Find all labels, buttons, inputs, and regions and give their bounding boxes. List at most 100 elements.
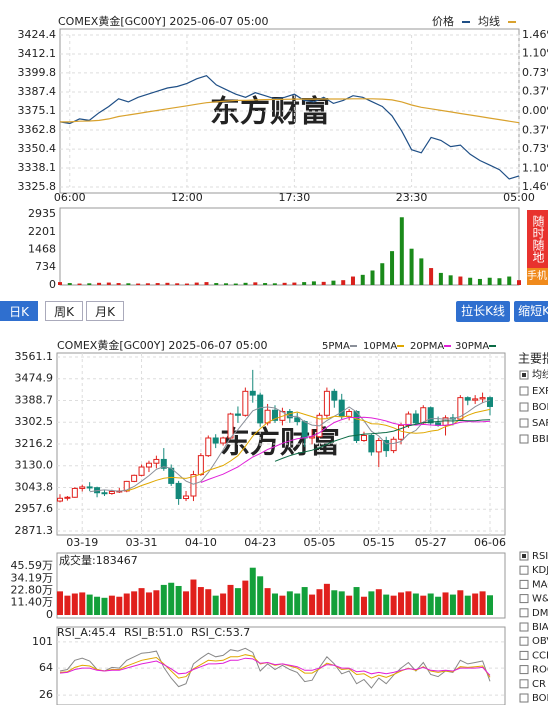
y-tick-label: 3561.1 bbox=[15, 350, 54, 363]
y2-tick-label: 1.10% bbox=[522, 161, 548, 174]
checkbox[interactable] bbox=[519, 402, 529, 412]
candle-body bbox=[242, 390, 249, 416]
candle-body bbox=[338, 399, 345, 418]
y-tick-label: 3350.4 bbox=[18, 142, 57, 155]
line bbox=[59, 75, 520, 180]
legend-label: 30PMA bbox=[455, 341, 489, 352]
line bbox=[126, 408, 491, 492]
bar bbox=[205, 589, 212, 615]
candle-body bbox=[294, 417, 301, 423]
checkbox[interactable] bbox=[519, 434, 529, 444]
y-tick-label: 3216.2 bbox=[15, 437, 54, 450]
bar bbox=[487, 595, 493, 615]
bar bbox=[71, 593, 78, 615]
candle-body bbox=[264, 409, 271, 424]
bar bbox=[507, 276, 512, 285]
y-tick-label: 3387.4 bbox=[18, 85, 57, 98]
bar bbox=[108, 595, 115, 615]
checkbox[interactable] bbox=[519, 622, 529, 632]
candle-body bbox=[79, 486, 86, 489]
bar bbox=[126, 283, 131, 285]
bar bbox=[409, 248, 414, 285]
phone-button[interactable]: 手机 bbox=[527, 268, 548, 285]
candle-body bbox=[323, 390, 330, 416]
candle-body bbox=[234, 413, 241, 416]
y-tick-label: 3424.4 bbox=[18, 28, 57, 41]
candle-body bbox=[383, 440, 390, 452]
bar bbox=[165, 282, 170, 285]
y-tick-label: 3388.7 bbox=[15, 393, 54, 406]
checkbox[interactable] bbox=[519, 579, 529, 589]
lengthen-button[interactable]: 拉长K线 bbox=[456, 301, 510, 322]
side-button[interactable]: 随时随地 bbox=[527, 210, 548, 268]
bar bbox=[458, 276, 463, 285]
bar bbox=[419, 258, 424, 285]
bar bbox=[94, 596, 101, 615]
candle-body bbox=[57, 497, 63, 502]
tab[interactable]: 日K bbox=[0, 301, 38, 321]
bar bbox=[153, 590, 160, 615]
y2-tick-label: 0.37% bbox=[522, 85, 548, 98]
bar bbox=[58, 282, 62, 285]
candle-body bbox=[101, 492, 108, 495]
legend-label: 10PMA bbox=[363, 341, 397, 352]
checkbox[interactable] bbox=[519, 594, 529, 604]
checkbox[interactable] bbox=[519, 418, 529, 428]
candle-body bbox=[360, 434, 367, 442]
y-tick-label: 3043.8 bbox=[15, 480, 54, 493]
y-tick-label: 34.19万 bbox=[11, 571, 54, 584]
candle-body bbox=[472, 398, 479, 401]
indicator-label: CR bbox=[532, 679, 546, 690]
legend-label: RSI_C:53.7 bbox=[191, 626, 250, 639]
checkbox[interactable] bbox=[519, 650, 529, 660]
bar bbox=[86, 594, 93, 615]
chart-title: COMEX黄金[GC00Y] 2025-06-07 05:00 bbox=[58, 14, 268, 28]
bar bbox=[64, 595, 71, 615]
indicator-label: BBI bbox=[532, 434, 548, 445]
bar bbox=[331, 280, 336, 285]
bar bbox=[194, 282, 199, 285]
bar bbox=[87, 283, 92, 285]
checkbox[interactable] bbox=[519, 386, 529, 396]
candle-body bbox=[257, 394, 264, 424]
checkbox[interactable] bbox=[519, 565, 529, 575]
bar bbox=[468, 277, 473, 285]
bar bbox=[242, 580, 249, 615]
candle-body bbox=[86, 486, 93, 489]
bar bbox=[57, 591, 63, 615]
line bbox=[59, 647, 491, 689]
chart-title: COMEX黄金[GC00Y] 2025-06-07 05:00 bbox=[57, 338, 267, 352]
bar bbox=[350, 276, 355, 285]
checkbox[interactable] bbox=[519, 636, 529, 646]
line bbox=[59, 657, 491, 676]
checkbox[interactable] bbox=[519, 693, 529, 703]
bar bbox=[263, 283, 268, 285]
checkbox[interactable] bbox=[519, 679, 529, 689]
bar bbox=[370, 270, 375, 285]
checkbox[interactable] bbox=[519, 608, 529, 618]
bar bbox=[197, 587, 204, 615]
y-tick-label: 2935 bbox=[28, 207, 56, 220]
tab[interactable]: 周K bbox=[45, 301, 83, 321]
bar bbox=[309, 594, 316, 615]
candle-body bbox=[153, 458, 160, 464]
x-tick-label: 04-23 bbox=[244, 536, 276, 549]
candle-body bbox=[427, 407, 434, 424]
checkbox-mark bbox=[522, 373, 526, 377]
candle-body bbox=[212, 437, 219, 444]
bar bbox=[380, 263, 385, 285]
candle-body bbox=[301, 421, 308, 439]
shorten-button[interactable]: 缩短K bbox=[514, 301, 548, 322]
y-tick-label: 3375.1 bbox=[18, 104, 57, 117]
legend-label: RSI_B:51.0 bbox=[124, 626, 183, 639]
indicator-label: DMI bbox=[532, 608, 548, 619]
x-tick-label: 05:00 bbox=[503, 191, 535, 204]
checkbox[interactable] bbox=[519, 665, 529, 675]
tab[interactable]: 月K bbox=[86, 301, 124, 321]
candle-body bbox=[331, 390, 338, 401]
candle-body bbox=[190, 474, 197, 497]
x-tick-label: 05-15 bbox=[363, 536, 395, 549]
indicator-label: ROC bbox=[532, 665, 548, 676]
bar bbox=[477, 278, 482, 285]
bar bbox=[405, 591, 412, 615]
